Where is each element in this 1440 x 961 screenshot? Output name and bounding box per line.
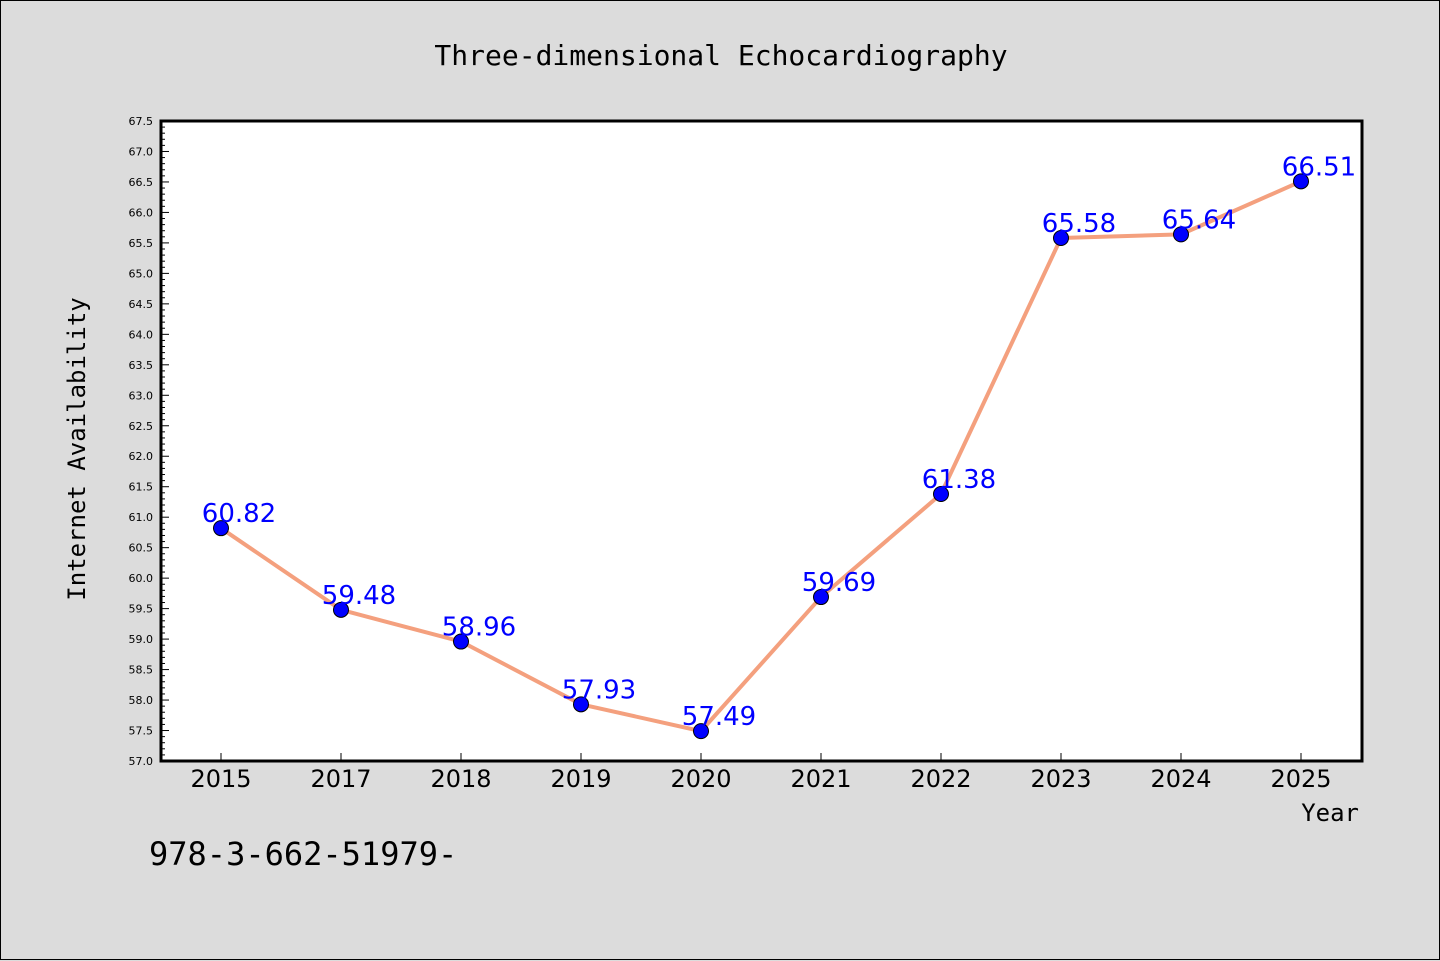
x-tick-label: 2015 — [190, 765, 251, 793]
x-tick-label: 2018 — [430, 765, 491, 793]
footnote-text: 978-3-662-51979- — [149, 835, 457, 873]
y-tick-label: 59.0 — [129, 633, 154, 646]
x-axis-label: Year — [1301, 799, 1359, 827]
data-label: 59.48 — [322, 581, 396, 611]
y-tick-label: 64.0 — [129, 328, 154, 341]
y-tick-label: 59.5 — [129, 603, 154, 616]
x-tick-label: 2024 — [1150, 765, 1211, 793]
x-tick-label: 2020 — [670, 765, 731, 793]
x-tick-label: 2022 — [910, 765, 971, 793]
y-tick-label: 65.0 — [129, 267, 154, 280]
data-label: 65.58 — [1042, 209, 1116, 239]
series-line — [219, 179, 1302, 734]
y-tick-label: 60.5 — [129, 542, 154, 555]
y-tick-label: 66.5 — [129, 176, 154, 189]
chart-title: Three-dimensional Echocardiography — [434, 39, 1007, 72]
y-tick-label: 62.5 — [129, 420, 154, 433]
y-tick-label: 58.0 — [129, 694, 154, 707]
y-tick-label: 63.0 — [129, 389, 154, 402]
data-point — [573, 696, 589, 713]
data-point — [933, 486, 949, 503]
data-point — [1053, 230, 1069, 247]
x-axis: 2015 2017 2018 2019 2020 2021 2022 2023 2024 2025 — [190, 753, 1332, 793]
y-tick-label: 60.0 — [129, 572, 154, 585]
y-tick-label: 61.5 — [129, 481, 154, 494]
y-tick-label: 63.5 — [129, 359, 154, 372]
data-label: 61.38 — [922, 465, 996, 495]
y-tick-label: 61.0 — [129, 511, 154, 524]
x-tick-label: 2021 — [790, 765, 851, 793]
y-tick-label: 57.0 — [129, 755, 154, 768]
y-tick-label: 57.5 — [129, 725, 154, 738]
data-point — [213, 520, 229, 537]
data-label: 59.69 — [802, 568, 876, 598]
x-tick-label: 2023 — [1030, 765, 1091, 793]
y-tick-label: 67.5 — [129, 115, 154, 128]
data-label: 58.96 — [442, 613, 516, 643]
x-tick-label: 2019 — [550, 765, 611, 793]
series-layer: 60.82 59.48 58.96 57.93 57.49 59.69 61.38 65.58… — [202, 152, 1356, 740]
data-label: 66.51 — [1282, 152, 1356, 182]
plot-area — [159, 119, 1364, 763]
data-point — [1173, 226, 1189, 243]
y-axis: 57.0 57.5 58.0 58.5 59.0 59.5 60.0 60.5 61.0 61.5… — [129, 115, 169, 768]
x-tick-label: 2025 — [1270, 765, 1331, 793]
y-tick-label: 66.0 — [129, 206, 154, 219]
data-label: 57.49 — [682, 702, 756, 732]
data-point — [1293, 173, 1309, 190]
y-tick-label: 64.5 — [129, 298, 154, 311]
y-tick-label: 62.0 — [129, 450, 154, 463]
data-label: 60.82 — [202, 499, 276, 529]
x-tick-label: 2017 — [310, 765, 371, 793]
data-point — [333, 601, 349, 618]
y-tick-label: 65.5 — [129, 237, 154, 250]
y-tick-label: 67.0 — [129, 145, 154, 158]
y-tick-label: 58.5 — [129, 664, 154, 677]
data-label: 65.64 — [1162, 205, 1236, 235]
data-point — [693, 723, 709, 740]
data-point — [813, 589, 829, 606]
data-point — [453, 633, 469, 650]
data-label: 57.93 — [562, 675, 636, 705]
y-axis-label: Internet Availability — [63, 297, 91, 600]
